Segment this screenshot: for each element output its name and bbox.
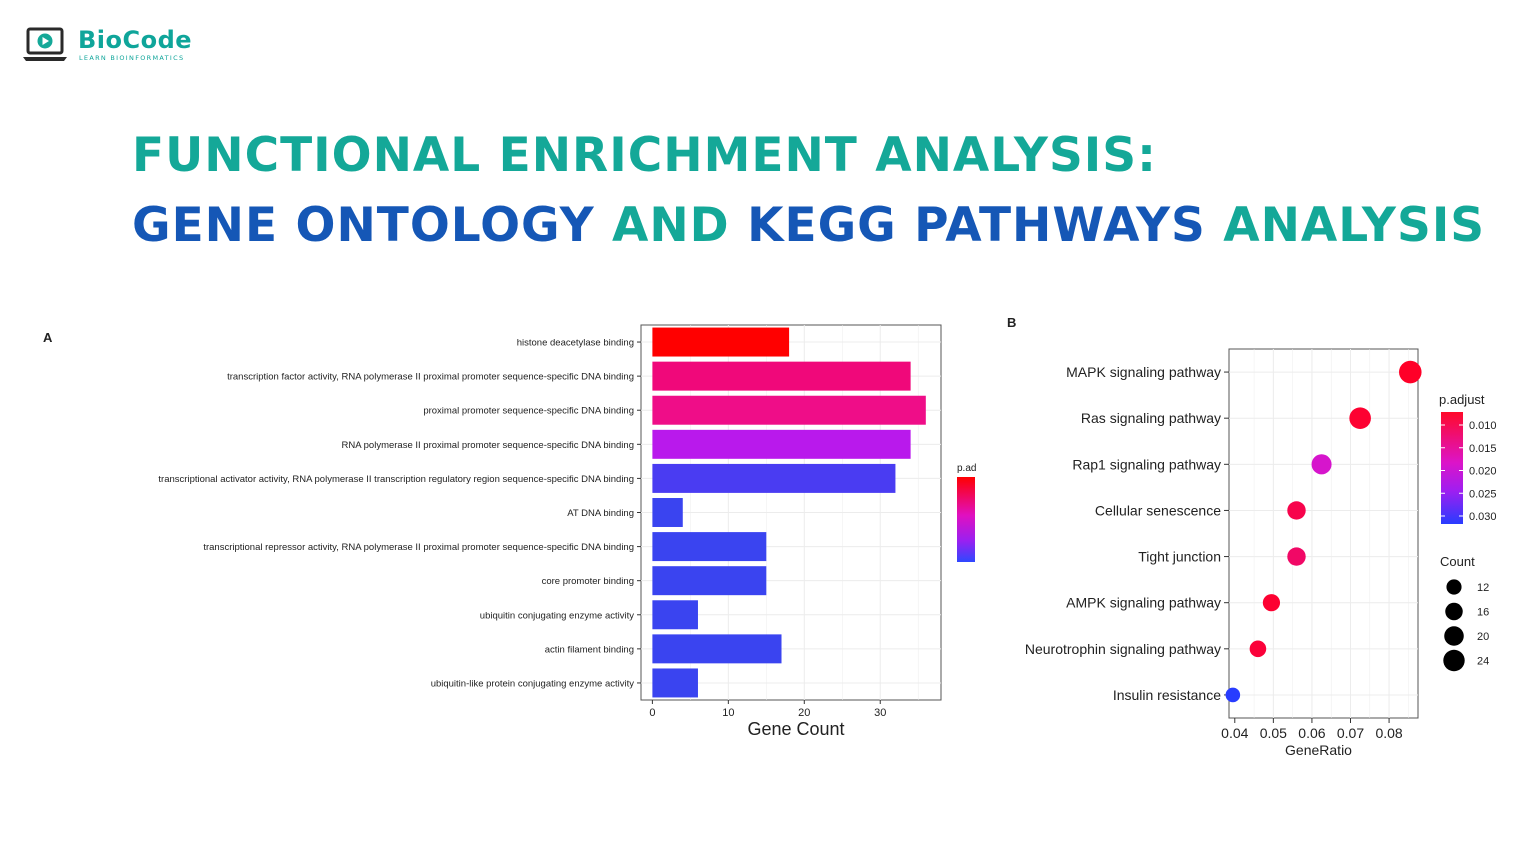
bar [652, 498, 683, 527]
legend-size-label: 24 [1477, 656, 1489, 668]
x-tick-label: 0.05 [1260, 725, 1287, 741]
y-tick-label: Rap1 signaling pathway [1072, 456, 1221, 472]
biocode-logo[interactable]: BioCode LEARN BIOINFORMATICS [22, 24, 212, 68]
laptop-play-icon [23, 27, 67, 61]
x-tick-label: 0.07 [1337, 725, 1364, 741]
panel-label: B [1007, 315, 1016, 330]
title-segment: KEGG PATHWAYS [747, 198, 1224, 253]
y-tick-label: RNA polymerase II proximal promoter sequ… [341, 440, 634, 451]
x-tick-label: 10 [722, 707, 734, 719]
plot-panel [1228, 348, 1419, 719]
y-tick-label: Tight junction [1138, 549, 1221, 565]
y-tick-label: proximal promoter sequence-specific DNA … [423, 406, 634, 417]
y-tick-label: AT DNA binding [567, 508, 634, 519]
legend-size-label: 20 [1477, 631, 1489, 643]
legend-title: p.adjust [1439, 392, 1485, 407]
panel-label: A [43, 330, 53, 345]
bar [652, 463, 896, 493]
bar [652, 395, 926, 425]
bar [652, 634, 782, 664]
data-point [1287, 547, 1306, 566]
bar [652, 566, 767, 596]
bar [652, 668, 698, 698]
y-tick-label: Cellular senescence [1095, 502, 1221, 518]
x-tick-label: 0 [649, 707, 655, 719]
data-point [1225, 687, 1241, 703]
bar [652, 361, 911, 391]
legend-tick-label: 0.030 [1469, 511, 1497, 523]
legend-title: Count [1440, 554, 1475, 569]
y-tick-label: ubiquitin conjugating enzyme activity [480, 610, 634, 621]
data-point [1249, 640, 1267, 658]
y-tick-label: Ras signaling pathway [1081, 410, 1221, 426]
legend-tick-label: 0.010 [1469, 420, 1497, 432]
legend-size-dot [1444, 626, 1464, 646]
y-tick-label: Neurotrophin signaling pathway [1025, 641, 1221, 657]
y-tick-label: AMPK signaling pathway [1066, 595, 1221, 611]
data-point [1399, 360, 1422, 384]
legend-size-dot [1445, 602, 1463, 621]
y-tick-label: ubiquitin-like protein conjugating enzym… [431, 678, 635, 689]
x-tick-label: 20 [798, 707, 810, 719]
title-segment: ANALYSIS [1223, 198, 1486, 253]
logo-name: BioCode [78, 26, 193, 54]
x-tick-label: 30 [874, 707, 886, 719]
y-tick-label: histone deacetylase binding [517, 338, 634, 349]
y-tick-label: core promoter binding [542, 576, 634, 587]
legend-size-dot [1443, 649, 1465, 672]
title-segment: AND [611, 198, 748, 253]
legend-size-dot [1446, 579, 1462, 595]
data-point [1262, 594, 1281, 612]
logo-tagline: LEARN BIOINFORMATICS [79, 54, 185, 62]
title-segment: GENE ONTOLOGY [132, 198, 612, 253]
x-tick-label: 0.06 [1298, 725, 1325, 741]
page-title-line2: GENE ONTOLOGY AND KEGG PATHWAYS ANALYSIS [132, 198, 1485, 253]
bar [652, 327, 790, 357]
x-tick-label: 0.08 [1375, 725, 1402, 741]
x-tick-label: 0.04 [1221, 725, 1248, 741]
x-axis-title: GeneRatio [1285, 742, 1352, 758]
bar [652, 532, 767, 562]
y-tick-label: actin filament binding [545, 644, 634, 655]
bar [652, 600, 698, 630]
y-tick-label: Insulin resistance [1113, 687, 1221, 703]
legend-colorbar [1441, 412, 1463, 524]
page-title-line1: FUNCTIONAL ENRICHMENT ANALYSIS: [132, 128, 1157, 183]
legend-title: p.ad [957, 463, 976, 474]
legend-tick-label: 0.020 [1469, 466, 1497, 478]
y-tick-label: transcriptional activator activity, RNA … [158, 474, 634, 485]
legend-tick-label: 0.025 [1469, 488, 1497, 500]
x-axis-title: Gene Count [747, 719, 844, 739]
legend-size-label: 16 [1477, 607, 1489, 619]
chart-b-kegg-dot: B MAPK signaling pathway Ras signaling pat… [1007, 315, 1497, 758]
data-point [1311, 454, 1332, 475]
bar [652, 429, 911, 459]
legend-tick-label: 0.015 [1469, 443, 1497, 455]
data-point [1349, 407, 1371, 429]
y-tick-label: transcription factor activity, RNA polym… [227, 372, 634, 383]
legend-size-label: 12 [1477, 582, 1489, 594]
legend-colorbar [957, 477, 975, 562]
data-point [1287, 501, 1306, 520]
y-tick-label: MAPK signaling pathway [1066, 364, 1221, 380]
y-tick-label: transcriptional repressor activity, RNA … [203, 542, 634, 553]
